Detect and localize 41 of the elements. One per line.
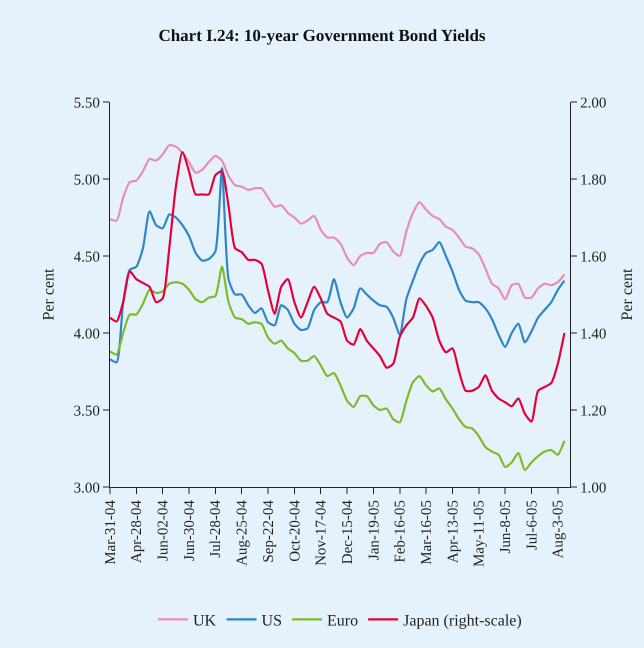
y2-tick-label: 1.00 bbox=[580, 480, 606, 496]
x-tick-label: Jan-19-05 bbox=[366, 500, 382, 560]
line-series bbox=[110, 150, 566, 423]
legend-label: US bbox=[262, 612, 282, 630]
y-tick-label: 5.00 bbox=[74, 172, 100, 188]
y2-axis-title: Per cent bbox=[619, 268, 636, 320]
line-series bbox=[110, 144, 566, 300]
x-tick-label: May-11-05 bbox=[472, 500, 488, 568]
x-tick-label: Feb-16-05 bbox=[392, 500, 409, 563]
x-tick-label: Nov-17-04 bbox=[314, 500, 330, 566]
y-axis-title: Per cent bbox=[40, 268, 58, 320]
line-series bbox=[110, 167, 566, 364]
x-tick-label: Dec-15-04 bbox=[340, 500, 356, 564]
legend-label: Japan (right-scale) bbox=[403, 612, 522, 630]
y-tick-label: 5.50 bbox=[74, 95, 100, 112]
y2-tick-label: 1.60 bbox=[580, 249, 606, 266]
x-tick-label: Oct-20-04 bbox=[287, 500, 304, 562]
x-tick-label: Mar-16-05 bbox=[418, 500, 435, 565]
y2-tick-label: 1.20 bbox=[580, 403, 606, 420]
y-tick-label: 4.50 bbox=[74, 249, 100, 266]
y2-tick-label: 1.40 bbox=[580, 326, 606, 342]
y2-tick-label: 2.00 bbox=[580, 95, 606, 112]
y-tick-label: 3.00 bbox=[74, 480, 100, 496]
x-tick-label: Sep-22-04 bbox=[260, 500, 277, 563]
x-tick-label: Aug-3-05 bbox=[550, 500, 567, 558]
y-tick-label: 3.50 bbox=[74, 403, 100, 420]
legend-label: UK bbox=[193, 612, 217, 630]
x-tick-label: Mar-31-04 bbox=[102, 500, 119, 565]
x-tick-label: Jun-02-04 bbox=[156, 500, 172, 561]
chart-title: Chart I.24: 10-year Government Bond Yields bbox=[158, 26, 486, 46]
x-tick-label: Jun-8-05 bbox=[498, 500, 514, 554]
x-tick-label: Apr-28-04 bbox=[129, 500, 146, 564]
y2-tick-label: 1.80 bbox=[580, 172, 606, 188]
x-tick-label: Aug-25-04 bbox=[234, 500, 251, 566]
x-tick-label: Apr-13-05 bbox=[445, 500, 462, 564]
legend-label: Euro bbox=[327, 612, 358, 630]
x-tick-label: Jul-28-04 bbox=[208, 500, 224, 558]
y-tick-label: 4.00 bbox=[74, 326, 100, 342]
x-tick-label: Jun-30-04 bbox=[182, 500, 198, 561]
x-tick-label: Jul-6-05 bbox=[524, 500, 540, 550]
line-series bbox=[110, 266, 566, 472]
